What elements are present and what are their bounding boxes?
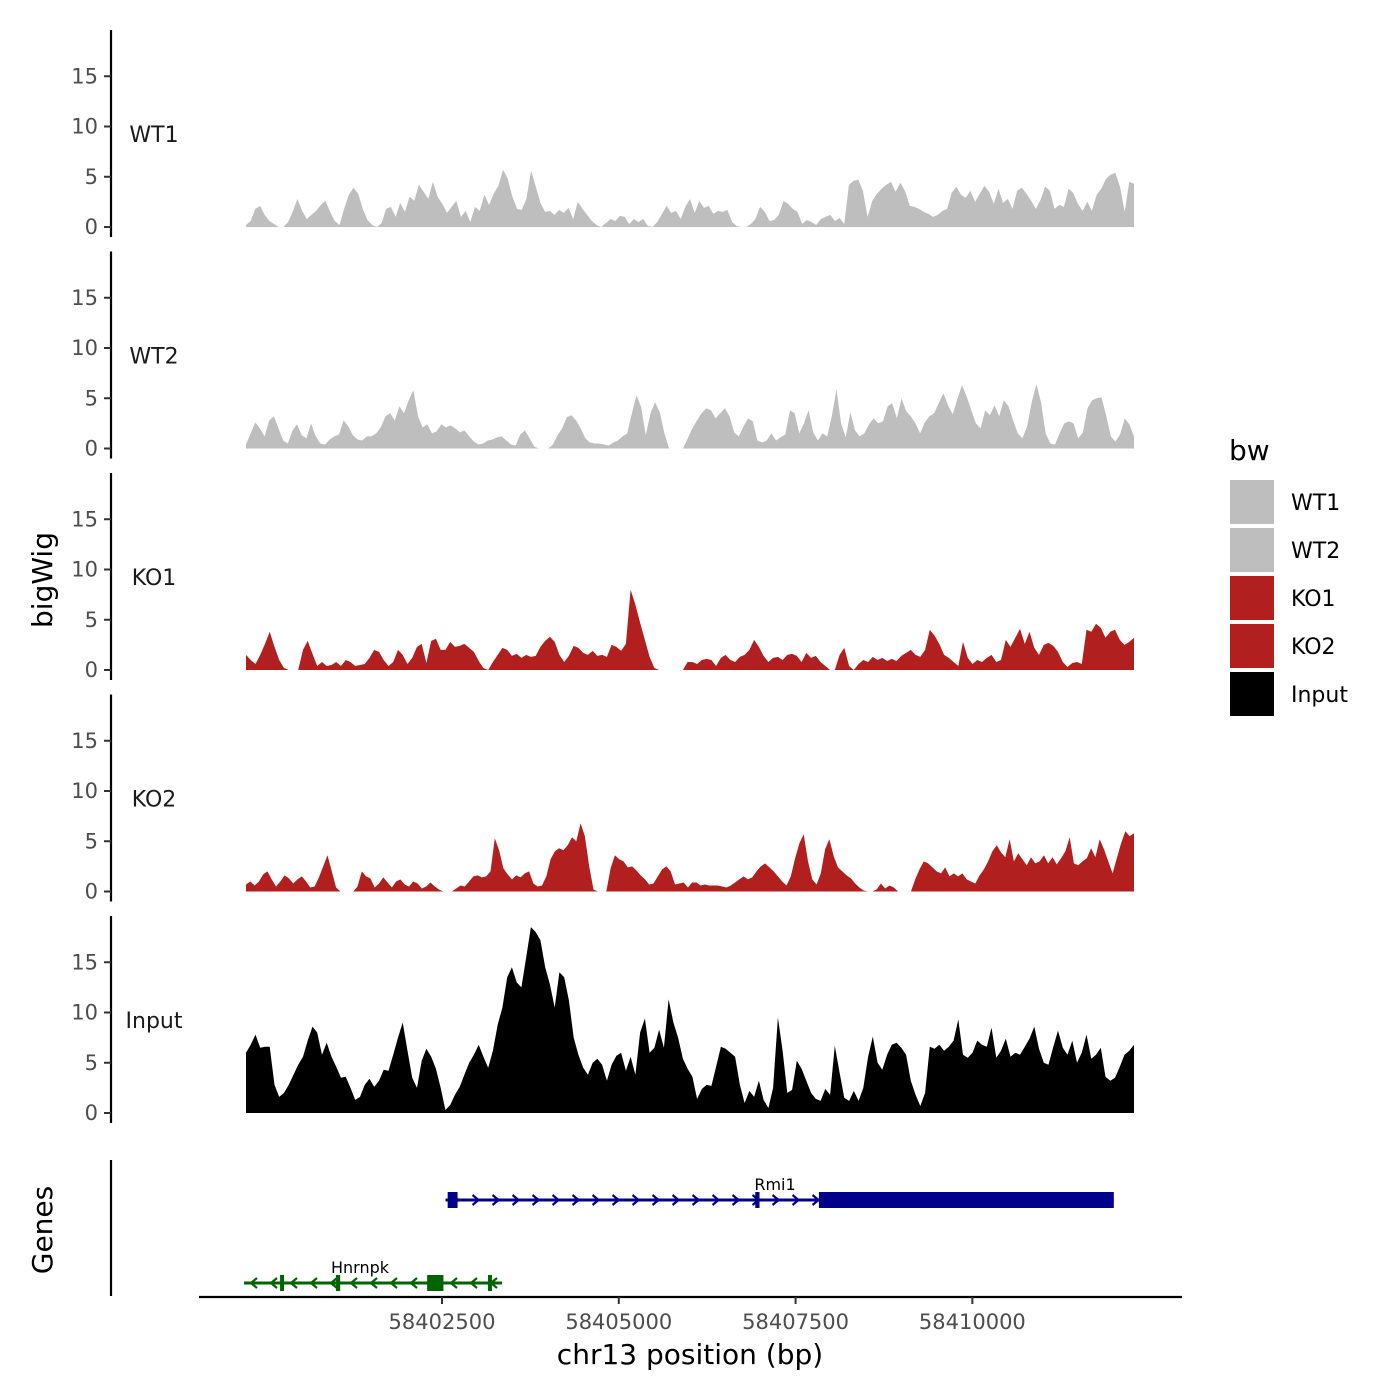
y-tick-label: 10: [71, 1001, 98, 1025]
legend-swatch: [1230, 576, 1274, 620]
legend-label: KO2: [1291, 635, 1336, 660]
y-tick-label: 15: [71, 286, 98, 310]
gene-label: Hnrnpk: [331, 1258, 390, 1277]
strand-arrow: [571, 1194, 581, 1206]
legend-label: WT1: [1291, 491, 1340, 516]
strand-arrow: [691, 1194, 701, 1206]
strand-arrow: [791, 1194, 801, 1206]
genes-axis-title: Genes: [26, 1186, 59, 1274]
y-tick-label: 5: [85, 1051, 98, 1075]
strand-arrow: [389, 1277, 398, 1289]
x-tick-label: 58402500: [389, 1310, 496, 1334]
legend-swatch: [1230, 480, 1274, 524]
strand-arrow: [471, 1194, 481, 1206]
track-label: KO1: [132, 566, 177, 591]
y-tick-label: 0: [85, 880, 98, 904]
y-tick-label: 15: [71, 950, 98, 974]
legend-swatch: [1230, 528, 1274, 572]
strand-arrow: [491, 1194, 501, 1206]
y-tick-label: 15: [71, 729, 98, 753]
gene-exon: [335, 1275, 341, 1291]
track-wt2: 0 5 10 15 WT2: [71, 251, 1134, 461]
track-wt1: 0 5 10 15 WT1: [71, 30, 1134, 239]
gene-exon: [487, 1275, 492, 1291]
legend-swatch: [1230, 672, 1274, 716]
strand-arrow: [309, 1277, 318, 1289]
y-tick-label: 5: [85, 608, 98, 632]
strand-arrow: [811, 1194, 821, 1206]
strand-arrow: [269, 1277, 278, 1289]
y-tick-label: 10: [71, 115, 98, 139]
x-axis: chr13 position (bp) 58402500 58405000 5840…: [199, 1295, 1182, 1371]
gene-exon: [447, 1192, 458, 1208]
gene-exon: [818, 1192, 1114, 1208]
strand-arrow: [469, 1277, 478, 1289]
y-tick-label: 5: [85, 829, 98, 853]
gene-hnrnpk: Hnrnpk: [244, 1258, 503, 1291]
legend-swatch: [1230, 624, 1274, 668]
gene-exon: [755, 1192, 760, 1208]
coverage-area-ko1: [246, 589, 1134, 670]
x-axis-title: chr13 position (bp): [557, 1338, 823, 1371]
coverage-area-wt2: [246, 384, 1134, 449]
strand-arrow: [611, 1194, 621, 1206]
strand-arrow: [369, 1277, 378, 1289]
strand-arrow: [449, 1277, 458, 1289]
track-label: KO2: [132, 788, 177, 813]
strand-arrow: [551, 1194, 561, 1206]
coverage-area-wt1: [246, 169, 1134, 227]
strand-arrow: [591, 1194, 601, 1206]
track-label: WT1: [129, 123, 178, 148]
y-tick-label: 0: [85, 658, 98, 682]
y-tick-label: 0: [85, 215, 98, 239]
y-tick-label: 15: [71, 507, 98, 531]
y-tick-label: 0: [85, 1101, 98, 1125]
track-ko1: 0 5 10 15 KO1: [71, 473, 1134, 682]
x-tick-label: 58410000: [919, 1310, 1026, 1334]
track-ko2: 0 5 10 15 KO2: [71, 694, 1134, 904]
legend-label: Input: [1291, 683, 1348, 708]
y-tick-label: 10: [71, 558, 98, 582]
gene-exon: [427, 1275, 444, 1291]
track-input: 0 5 10 15 Input: [71, 916, 1134, 1125]
track-label: Input: [126, 1009, 183, 1034]
y-tick-label: 0: [85, 437, 98, 461]
y-axis-title: bigWig: [26, 532, 59, 628]
strand-arrow: [249, 1277, 258, 1289]
x-tick-label: 58407500: [742, 1310, 849, 1334]
strand-arrow: [651, 1194, 661, 1206]
strand-arrow: [671, 1194, 681, 1206]
strand-arrow: [531, 1194, 541, 1206]
strand-arrow: [711, 1194, 721, 1206]
strand-arrow: [771, 1194, 781, 1206]
y-tick-label: 5: [85, 386, 98, 410]
y-tick-label: 10: [71, 779, 98, 803]
legend: bw WT1 WT2 KO1 KO2 Input: [1229, 434, 1348, 716]
y-tick-label: 5: [85, 165, 98, 189]
gene-rmi1: Rmi1: [445, 1175, 1114, 1208]
y-tick-label: 15: [71, 64, 98, 88]
legend-title: bw: [1229, 434, 1270, 467]
strand-arrow: [631, 1194, 641, 1206]
strand-arrow: [329, 1277, 338, 1289]
track-label: WT2: [129, 345, 178, 370]
x-tick-label: 58405000: [565, 1310, 672, 1334]
strand-arrow: [409, 1277, 418, 1289]
tracks-layer: 0 5 10 15 WT1 0 5 10 15 WT2 0 5 10 15 KO1 0 5 10 15 KO2 0 5 10…: [71, 30, 1134, 1125]
y-tick-label: 10: [71, 336, 98, 360]
strand-arrow: [289, 1277, 298, 1289]
gene-exon: [280, 1275, 285, 1291]
legend-label: WT2: [1291, 539, 1340, 564]
strand-arrow: [511, 1194, 521, 1206]
genes-panel: Genes Rmi1 Hnrnpk: [26, 1160, 1114, 1296]
strand-arrow: [349, 1277, 358, 1289]
strand-arrow: [731, 1194, 741, 1206]
coverage-area-ko2: [246, 823, 1134, 892]
legend-label: KO1: [1291, 587, 1336, 612]
coverage-area-input: [246, 927, 1134, 1113]
gene-label: Rmi1: [754, 1175, 795, 1194]
